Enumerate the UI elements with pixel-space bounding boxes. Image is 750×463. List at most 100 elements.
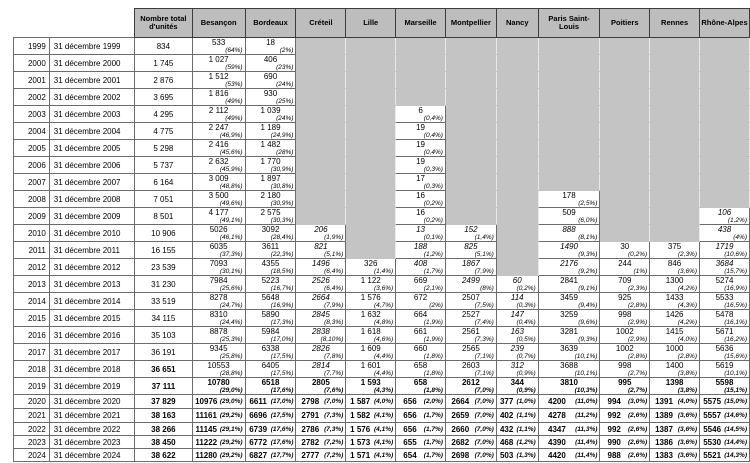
cell-percent: (25%) [276,98,294,105]
total-cell: 2 876 [134,71,193,89]
empty-cell-rhone_alpes [699,88,750,106]
table-row-2011: 2011 31 décembre 2011 16 155 6035 (37,3%) 361… [13,241,750,259]
cell-value: 658 [413,361,428,370]
cell-percent: (29,1%) [219,425,243,433]
value-cell-besancon: 3 009 (48,8%) [191,173,246,191]
value-cell-besancon: 7093 (30,1%) [191,258,246,276]
value-cell-montpellier: 2499 (8%) [444,275,497,293]
cell-value: 2 416 [208,140,229,149]
empty-cell-paris_saint_louis [537,71,601,89]
cell-value: 1 573 [350,437,371,447]
total-value: 38 450 [151,437,176,447]
cell-percent: (0,9%) [516,387,536,394]
value-cell-paris_saint_louis: 509 (6,0%) [537,207,601,225]
empty-cell-paris_saint_louis [537,122,601,140]
value-cell-marseille: 658 (1,8%) [395,360,446,378]
empty-cell-poitiers [599,224,651,242]
cell-percent: (1,2%) [423,251,443,258]
cell-value: 178 [562,191,576,200]
empty-cell-creteil [295,37,347,55]
cell-percent: (3,8%) [677,370,698,377]
cell-value: 654 [403,450,417,460]
value-cell-besancon: 2 416 (45,6%) [191,139,246,157]
cell-value: 6739 [249,424,268,434]
cell-value: 1 897 [260,174,281,183]
table-row-2008: 2008 31 décembre 2008 7 051 3 500 (49,6%) 2 1… [13,190,750,208]
date-cell: 31 décembre 2018 [48,360,136,378]
empty-cell-rennes [649,190,701,208]
total-cell: 31 230 [134,275,193,293]
cell-percent: (1,4%) [374,268,394,275]
cell-percent: (0,5%) [516,336,536,343]
cell-percent: (3,0%) [628,398,648,405]
value-cell-nancy: 468 (1,2%) [495,435,539,449]
cell-percent: (7,9%) [324,302,344,309]
cell-value: 5026 [209,225,228,234]
cell-percent: (10,1%) [574,370,598,377]
cell-percent: (2,8%) [628,302,648,309]
cell-value: 2664 [311,293,330,302]
date-cell: 31 décembre 2016 [48,326,136,344]
value-cell-rhone_alpes: 5671 (16,2%) [699,326,750,344]
cell-value: 11222 [195,437,218,447]
cell-value: 6405 [261,361,280,370]
cell-percent: (2,3%) [628,285,648,292]
table-row-2013: 2013 31 décembre 2013 31 230 7984 (25,6%) 522… [13,275,750,293]
value-cell-lille: 1 632 (4,8%) [345,309,397,327]
cell-value: 147 [510,310,524,319]
cell-percent: (7,3%) [324,412,344,419]
cell-value: 2682 [451,437,470,447]
cell-value: 998 [618,310,632,319]
empty-cell-rennes [649,156,701,174]
table-row-2007: 2007 31 décembre 2007 6 164 3 009 (48,8%) 1 8… [13,173,750,191]
cell-value: 1 587 [350,397,371,406]
cell-value: 2603 [461,361,480,370]
cell-value: 992 [607,411,621,420]
cell-percent: (8,10%) [320,336,344,343]
cell-value: 2 112 [208,106,229,115]
cell-value: 690 [263,72,278,81]
cell-value: 1002 [615,344,634,353]
cell-value: 188 [413,242,428,251]
empty-cell-poitiers [599,207,651,225]
value-cell-besancon: 11161 (29,2%) [191,408,246,423]
cell-percent: (17,6%) [270,387,294,394]
cell-value: 3281 [560,327,578,336]
empty-cell-poitiers [599,122,651,140]
value-cell-nancy: 60 (0,2%) [495,275,539,293]
column-header-bordeaux: Bordeaux [244,8,297,38]
cell-value: 1383 [655,450,673,460]
cell-percent: (7,3%) [324,425,344,433]
cell-value: 5984 [261,327,280,336]
year-cell: 2005 [13,139,50,157]
cell-percent: (9,1%) [578,285,598,292]
cell-value: 2838 [311,327,330,336]
cell-percent: (4,4%) [374,353,394,360]
empty-cell-paris_saint_louis [537,37,601,55]
value-cell-marseille: 660 (1,8%) [395,343,446,361]
column-header-montpellier: Montpellier [444,8,497,38]
cell-value: 2814 [311,361,330,370]
empty-cell-creteil [295,207,347,225]
empty-cell-rhone_alpes [699,173,750,191]
empty-cell-rhone_alpes [699,71,750,89]
cell-percent: (24,9%) [270,132,294,139]
cell-value: 6035 [209,242,228,251]
cell-percent: (1,7%) [423,438,443,446]
cell-percent: (7,4%) [474,319,494,326]
total-cell: 10 906 [134,224,193,242]
empty-cell-rhone_alpes [699,122,750,140]
cell-value: 2664 [451,397,470,406]
value-cell-creteil: 2791 (7,3%) [295,408,347,423]
cell-percent: (7,0%) [474,387,494,394]
cell-percent: (8%) [480,285,494,292]
cell-value: 2 247 [208,123,229,132]
value-cell-besancon: 533 (64%) [191,37,246,55]
value-cell-bordeaux: 2 575 (30,3%) [244,207,297,225]
cell-percent: (2%) [429,302,443,309]
year-cell: 2020 [13,394,50,409]
value-cell-paris_saint_louis: 3639 (10,1%) [537,343,601,361]
date-cell: 31 décembre 2015 [48,309,136,327]
cell-percent: (17,5%) [270,412,294,419]
cell-value: 1 512 [208,72,229,81]
